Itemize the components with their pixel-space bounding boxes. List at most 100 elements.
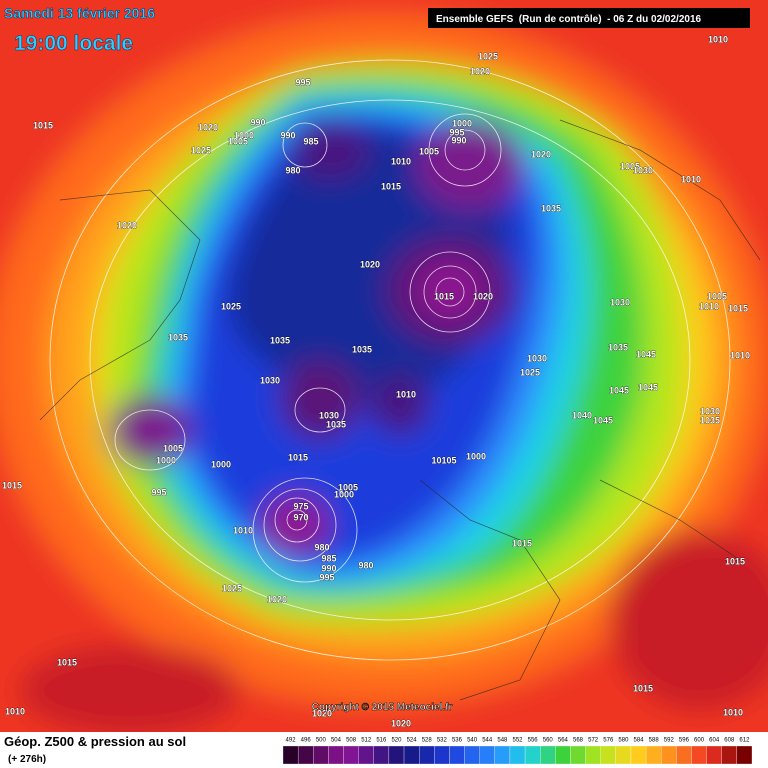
scale-label: 576 — [603, 738, 614, 744]
isobar-label: 1000 — [211, 459, 231, 469]
footer-subtitle: (+ 276h) — [8, 754, 46, 765]
isobar-label: 1000 — [156, 455, 176, 465]
scale-swatch — [403, 745, 420, 765]
time: 19:00 locale — [14, 32, 133, 55]
isobar-label: 975 — [293, 501, 308, 511]
isobar-label: 1035 — [270, 335, 290, 345]
isobar-label: 1035 — [326, 419, 346, 429]
scale-swatch — [419, 745, 435, 765]
scale-swatch — [313, 745, 329, 765]
isobar-label: 1010 — [723, 707, 743, 717]
isobar-label: 1010 — [681, 174, 701, 184]
isobar-label: 1015 — [725, 556, 745, 566]
scale-swatch — [721, 745, 738, 765]
isobar-label: 1020 — [198, 122, 218, 132]
scale-label: 584 — [634, 738, 645, 744]
scale-swatch — [434, 745, 450, 765]
scale-label: 600 — [694, 738, 705, 744]
isobar-label: 995 — [295, 77, 310, 87]
isobar-label: 1020 — [360, 259, 380, 269]
scale-label: 492 — [286, 738, 297, 744]
isobar-label: 1020 — [117, 220, 137, 230]
scale-swatch — [645, 745, 662, 765]
isobar-label: 1045 — [638, 382, 658, 392]
isobar-label: 990 — [280, 130, 295, 140]
isobar-label: 1020 — [470, 66, 490, 76]
isobar-label: 1005 — [620, 161, 640, 171]
isobar-label: 1020 — [531, 149, 551, 159]
isobar-label: 1025 — [191, 145, 211, 155]
isobar-label: 980 — [358, 560, 373, 570]
isobar-label: 1000 — [334, 489, 354, 499]
scale-swatch — [343, 745, 359, 765]
isobar-label: 1015 — [2, 480, 22, 490]
scale-label: 592 — [664, 738, 675, 744]
isobar-label: 1025 — [221, 301, 241, 311]
isobar-label: 1020 — [267, 594, 287, 604]
isobar-label: 1005 — [707, 291, 727, 301]
isobar-label: 1045 — [609, 385, 629, 395]
isobar-label: 985 — [303, 136, 318, 146]
scale-label: 612 — [739, 738, 750, 744]
scale-label: 500 — [316, 738, 327, 744]
scale-label: 608 — [724, 738, 735, 744]
scale-label: 604 — [709, 738, 720, 744]
isobars — [49, 59, 731, 661]
isobar-label: 1035 — [168, 332, 188, 342]
isobar-label: 1030 — [260, 375, 280, 385]
isobar-label: 1030 — [319, 410, 339, 420]
scale-label: 536 — [452, 738, 463, 744]
isobar-label: 1010 — [391, 156, 411, 166]
isobar-label: 1015 — [512, 538, 532, 548]
scale-swatch — [358, 745, 374, 765]
isobar-label: 1015 — [381, 181, 401, 191]
isobar-label: 1015 — [633, 683, 653, 693]
scale-label: 520 — [391, 738, 402, 744]
footer-title: Géop. Z500 & pression au sol — [4, 734, 186, 749]
scale-swatch — [661, 745, 677, 765]
isobar-label: 980 — [314, 542, 329, 552]
isobar-label: 990 — [451, 135, 466, 145]
scale-swatch — [479, 745, 495, 765]
isobar-label: 1035 — [700, 415, 720, 425]
isobar-label: 1040 — [572, 410, 592, 420]
geopotential-field — [0, 0, 768, 732]
scale-label: 560 — [543, 738, 554, 744]
isobar-label: 1010 — [5, 706, 25, 716]
isobar-label: 1020 — [473, 291, 493, 301]
scale-swatch — [449, 745, 465, 765]
isobar-label: 1005 — [338, 482, 358, 492]
isobar-label: 1010 — [396, 389, 416, 399]
isobar-label: 1020 — [391, 718, 411, 728]
scale-label: 528 — [422, 738, 433, 744]
isobar-label: 1030 — [610, 297, 630, 307]
isobar-label: 1010 — [699, 301, 719, 311]
scale-label: 580 — [618, 738, 629, 744]
isobar-label: 1020 — [312, 708, 332, 718]
isobar-label: 1010 — [708, 34, 728, 44]
scale-label: 508 — [346, 738, 357, 744]
scale-swatch — [615, 745, 632, 765]
scale-swatch — [494, 745, 511, 765]
scale-swatch — [509, 745, 526, 765]
map: 1010102510209959901000100599098510201025… — [0, 0, 768, 732]
isobar-label: 1025 — [478, 51, 498, 61]
scale-label: 496 — [301, 738, 312, 744]
scale-label: 588 — [649, 738, 660, 744]
scale-swatch — [555, 745, 571, 765]
scale-label: 564 — [558, 738, 569, 744]
isobar-label: 1025 — [222, 583, 242, 593]
isobar-label: 1015 — [434, 291, 454, 301]
scale-swatch — [464, 745, 480, 765]
isobar-label: 985 — [321, 553, 336, 563]
scale-label: 516 — [376, 738, 387, 744]
scale-swatch — [676, 745, 692, 765]
scale-swatch — [736, 745, 753, 765]
scale-swatch — [600, 745, 616, 765]
isobar-label: 1035 — [608, 342, 628, 352]
scale-swatch — [297, 745, 314, 765]
scale-label: 572 — [588, 738, 599, 744]
scale-label: 544 — [482, 738, 493, 744]
isobar-label: 990 — [321, 563, 336, 573]
isobar-label: 1025 — [520, 367, 540, 377]
